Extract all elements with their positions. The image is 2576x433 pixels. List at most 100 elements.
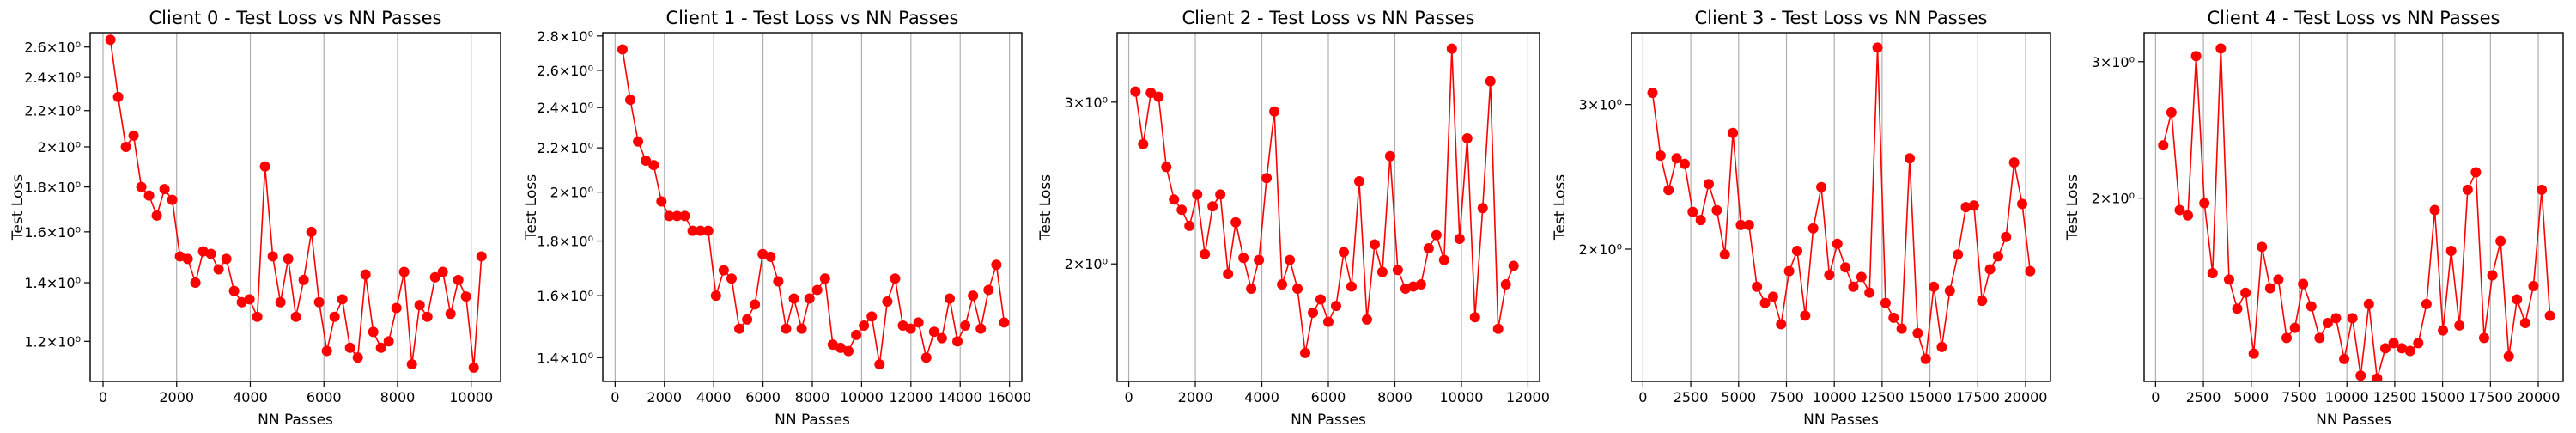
x-tick-label: 15000 bbox=[1908, 389, 1952, 406]
x-tick-label: 2000 bbox=[1178, 389, 1213, 406]
loss-marker bbox=[1192, 189, 1203, 200]
loss-marker bbox=[2174, 204, 2185, 216]
x-tick-label: 15000 bbox=[2421, 389, 2464, 406]
loss-marker bbox=[788, 293, 799, 304]
loss-marker bbox=[1920, 353, 1931, 364]
x-tick-label: 8000 bbox=[795, 389, 830, 406]
loss-marker bbox=[2199, 198, 2210, 209]
loss-marker bbox=[275, 296, 286, 308]
loss-marker bbox=[2017, 198, 2028, 210]
loss-marker bbox=[1138, 138, 1149, 149]
y-tick-label: 2.4×10⁰ bbox=[24, 70, 81, 86]
loss-marker bbox=[429, 271, 440, 283]
y-tick-label: 2.8×10⁰ bbox=[537, 28, 593, 45]
loss-marker bbox=[2232, 303, 2243, 314]
x-tick-label: 0 bbox=[2151, 389, 2160, 406]
y-axis-label: Test Loss bbox=[1552, 174, 1569, 241]
x-tick-label: 2000 bbox=[647, 389, 682, 406]
loss-marker bbox=[641, 156, 652, 167]
loss-marker bbox=[2207, 268, 2218, 279]
y-tick-label: 1.6×10⁰ bbox=[537, 288, 593, 304]
x-tick-label: 17500 bbox=[2469, 389, 2512, 406]
y-tick-label: 3×10⁰ bbox=[2092, 54, 2135, 70]
loss-marker bbox=[1407, 281, 1419, 292]
loss-marker bbox=[2273, 274, 2284, 285]
loss-marker bbox=[205, 248, 216, 259]
loss-marker bbox=[2413, 338, 2424, 349]
loss-marker bbox=[476, 251, 487, 262]
loss-marker bbox=[290, 311, 301, 322]
x-tick-label: 2500 bbox=[2186, 389, 2221, 406]
loss-marker bbox=[2372, 373, 2383, 381]
loss-marker bbox=[344, 342, 355, 353]
loss-marker bbox=[983, 284, 994, 296]
loss-marker bbox=[1663, 185, 1674, 196]
axes-frame bbox=[1631, 32, 2051, 382]
loss-marker bbox=[1848, 281, 1859, 292]
loss-marker bbox=[1485, 76, 1496, 87]
loss-marker bbox=[1161, 162, 1172, 173]
y-tick-label: 3×10⁰ bbox=[1065, 95, 1108, 111]
x-tick-label: 10000 bbox=[840, 389, 884, 406]
loss-marker bbox=[2470, 167, 2482, 178]
y-tick-label: 2.6×10⁰ bbox=[537, 63, 593, 79]
y-axis-label: Test Loss bbox=[2064, 174, 2081, 241]
x-tick-label: 6000 bbox=[745, 389, 781, 406]
x-tick-label: 14000 bbox=[939, 389, 982, 406]
loss-marker bbox=[827, 339, 838, 351]
x-tick-label: 8000 bbox=[1377, 389, 1413, 406]
subplot-title: Client 4 - Test Loss vs NN Passes bbox=[2208, 8, 2500, 28]
x-axis-label: NN Passes bbox=[1803, 412, 1879, 429]
loss-marker bbox=[1977, 296, 1988, 307]
loss-marker bbox=[2388, 338, 2399, 349]
loss-marker bbox=[1269, 106, 1280, 117]
loss-marker bbox=[687, 225, 698, 236]
loss-marker bbox=[1752, 281, 1763, 292]
loss-marker bbox=[1346, 281, 1357, 292]
subplot: 0 2000 4000 6000 8000 10000 12000 14000 16000 1.4… bbox=[523, 8, 1031, 429]
loss-marker bbox=[2404, 345, 2415, 357]
y-tick-label: 2×10⁰ bbox=[1065, 256, 1108, 272]
y-tick-label: 2×10⁰ bbox=[1579, 241, 1622, 258]
loss-marker bbox=[679, 210, 690, 222]
loss-marker bbox=[174, 251, 185, 262]
x-tick-label: 10000 bbox=[1440, 389, 1484, 406]
loss-marker bbox=[726, 273, 737, 284]
x-tick-label: 4000 bbox=[233, 389, 268, 406]
loss-marker bbox=[1215, 189, 1226, 200]
y-tick-label: 2.4×10⁰ bbox=[537, 100, 593, 116]
loss-marker bbox=[1936, 341, 1947, 352]
loss-marker bbox=[437, 266, 448, 277]
plot-area bbox=[1631, 33, 2050, 381]
loss-marker bbox=[337, 294, 348, 305]
y-tick-label: 3×10⁰ bbox=[1579, 97, 1622, 113]
loss-marker bbox=[1230, 216, 1242, 228]
loss-marker bbox=[197, 246, 209, 257]
loss-marker bbox=[1454, 233, 1465, 244]
loss-marker bbox=[2166, 107, 2177, 118]
loss-marker bbox=[136, 181, 147, 192]
loss-marker bbox=[2363, 298, 2374, 309]
loss-marker bbox=[1671, 153, 1682, 164]
loss-marker bbox=[1728, 127, 1739, 138]
loss-marker bbox=[2421, 298, 2432, 309]
loss-marker bbox=[182, 253, 193, 265]
loss-marker bbox=[1679, 158, 1690, 169]
loss-marker bbox=[1315, 294, 1327, 305]
x-tick-label: 5000 bbox=[2233, 389, 2269, 406]
loss-marker bbox=[1207, 201, 1218, 212]
loss-marker bbox=[2248, 348, 2259, 359]
data-layer bbox=[1130, 43, 1519, 358]
loss-marker bbox=[975, 323, 987, 334]
x-tick-label: 7500 bbox=[1769, 389, 1804, 406]
loss-marker bbox=[1944, 285, 1955, 296]
loss-marker bbox=[1438, 254, 1449, 265]
loss-marker bbox=[422, 311, 433, 322]
x-tick-label: 20000 bbox=[2517, 389, 2561, 406]
loss-marker bbox=[2264, 283, 2275, 294]
x-tick-label: 10000 bbox=[2325, 389, 2369, 406]
loss-marker bbox=[321, 345, 332, 357]
loss-marker bbox=[1719, 249, 1730, 260]
